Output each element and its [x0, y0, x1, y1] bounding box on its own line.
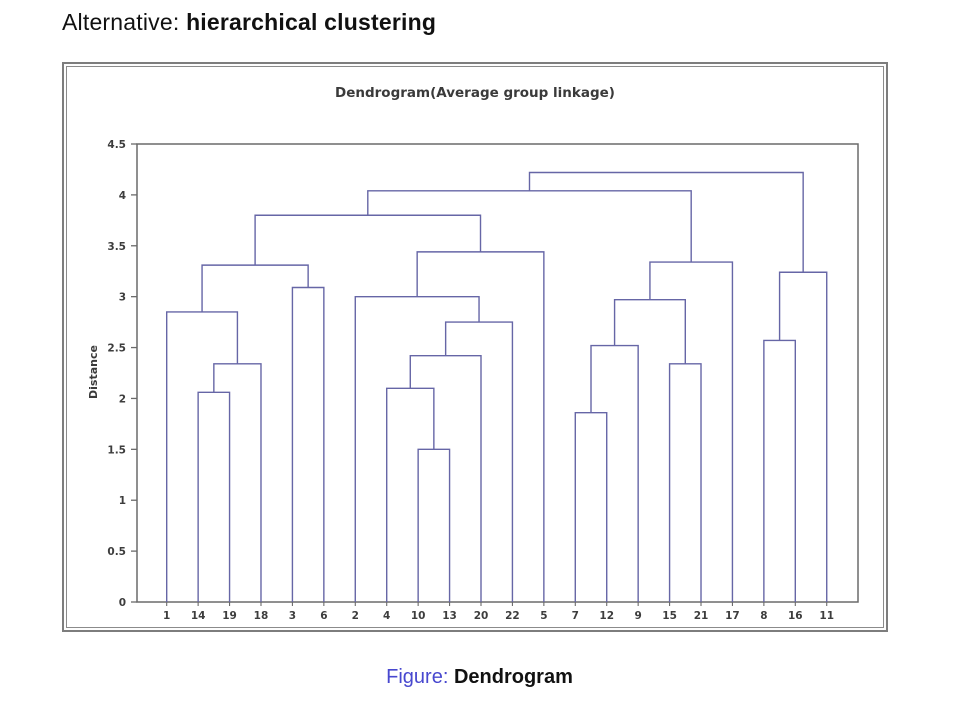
- svg-text:7: 7: [572, 610, 579, 622]
- svg-text:18: 18: [254, 610, 269, 622]
- figure-caption: Figure: Dendrogram: [0, 666, 959, 689]
- svg-text:4.5: 4.5: [107, 139, 126, 151]
- svg-text:4: 4: [383, 610, 390, 622]
- svg-text:8: 8: [760, 610, 767, 622]
- svg-text:21: 21: [694, 610, 709, 622]
- svg-text:2.5: 2.5: [107, 343, 126, 355]
- svg-text:2: 2: [119, 393, 126, 405]
- svg-text:3: 3: [289, 610, 296, 622]
- svg-text:3: 3: [119, 292, 126, 304]
- svg-text:17: 17: [725, 610, 740, 622]
- svg-text:16: 16: [788, 610, 803, 622]
- slide-title-prefix: Alternative:: [62, 9, 180, 35]
- figure-frame: Dendrogram(Average group linkage) Distan…: [62, 62, 888, 632]
- svg-text:10: 10: [411, 610, 426, 622]
- svg-text:9: 9: [634, 610, 641, 622]
- svg-text:0.5: 0.5: [107, 546, 126, 558]
- svg-text:4: 4: [119, 190, 126, 202]
- svg-text:1: 1: [119, 495, 126, 507]
- svg-text:15: 15: [662, 610, 677, 622]
- caption-text: Dendrogram: [453, 666, 573, 688]
- svg-text:6: 6: [320, 610, 327, 622]
- svg-text:11: 11: [819, 610, 834, 622]
- svg-text:0: 0: [119, 597, 126, 609]
- svg-text:22: 22: [505, 610, 520, 622]
- svg-text:1: 1: [163, 610, 170, 622]
- svg-text:12: 12: [599, 610, 614, 622]
- figure-frame-inner: Dendrogram(Average group linkage) Distan…: [66, 66, 884, 628]
- svg-text:19: 19: [222, 610, 237, 622]
- slide-title-emphasis: hierarchical clustering: [186, 9, 437, 35]
- svg-text:1.5: 1.5: [107, 444, 126, 456]
- slide-title: Alternative: hierarchical clustering: [62, 9, 436, 36]
- svg-text:13: 13: [442, 610, 457, 622]
- dendrogram-chart: 0 0.5 1 1.5 2 2.5 3 3.5 4 4.5 1 14 19 18 3 6 2 4 10 13 20 22 5…: [107, 139, 859, 622]
- svg-text:3.5: 3.5: [107, 241, 126, 253]
- svg-text:14: 14: [191, 610, 206, 622]
- svg-text:20: 20: [474, 610, 489, 622]
- caption-label: Figure:: [386, 666, 449, 688]
- chart-title: Dendrogram(Average group linkage): [335, 85, 615, 101]
- svg-text:5: 5: [540, 610, 547, 622]
- svg-text:2: 2: [352, 610, 359, 622]
